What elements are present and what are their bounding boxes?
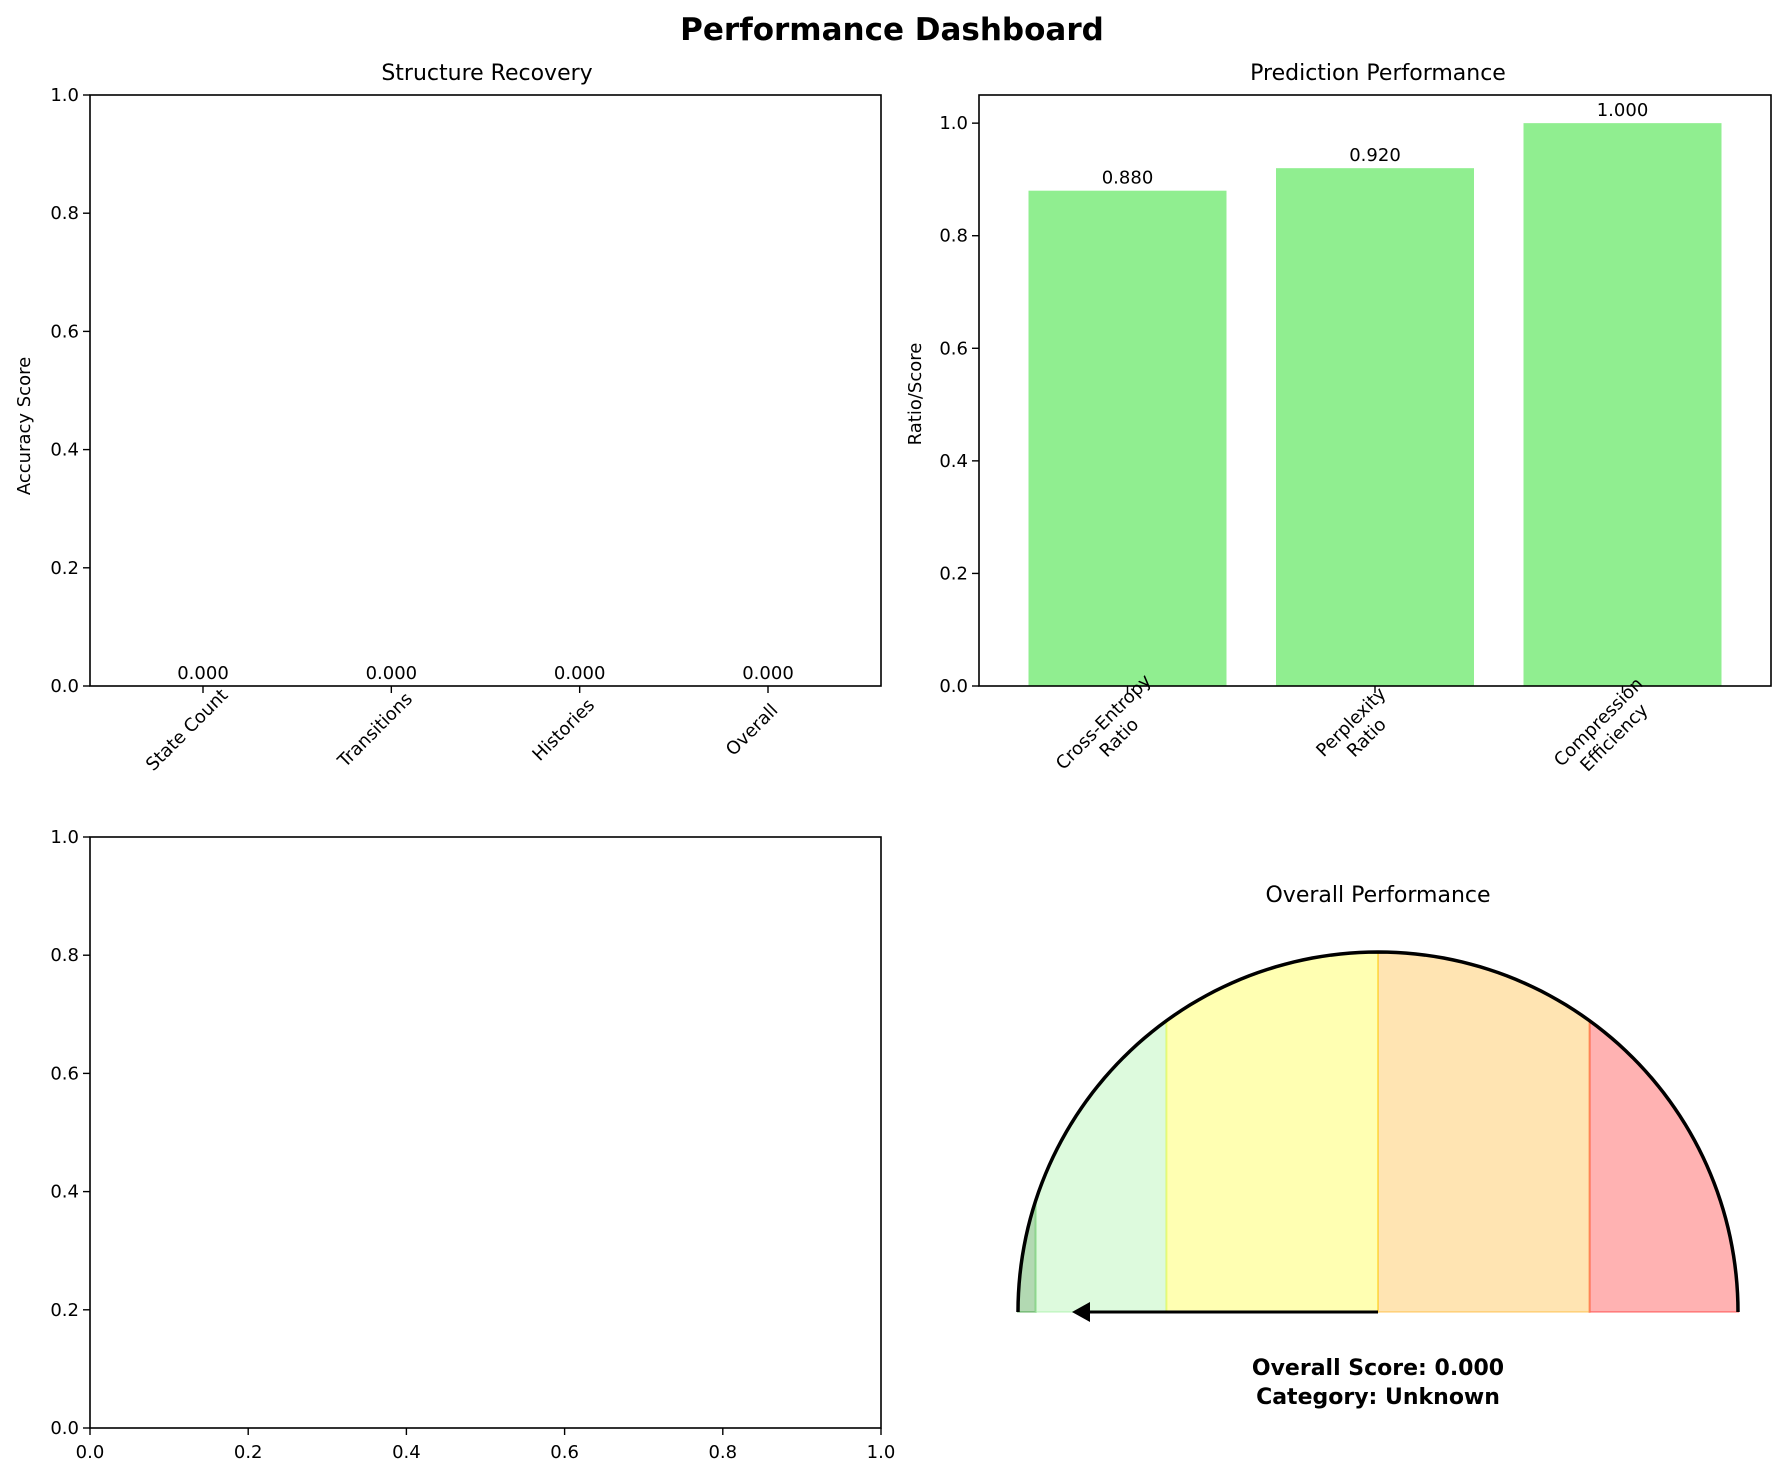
gauge-zone xyxy=(1377,950,1591,1313)
empty-xtick-label: 1.0 xyxy=(867,1442,896,1463)
empty-ytick-label: 0.2 xyxy=(50,1300,79,1321)
prediction-ytick-label: 0.4 xyxy=(939,451,968,472)
overall-performance-gauge: Overall Performance Overall Score: 0.000… xyxy=(1016,883,1740,1410)
structure-xtick-label: Transitions xyxy=(333,689,417,773)
empty-xtick-label: 0.4 xyxy=(392,1442,421,1463)
structure-axes-frame xyxy=(89,94,882,687)
empty-xtick-label: 0.0 xyxy=(76,1442,105,1463)
structure-ytick-label: 0.4 xyxy=(50,440,79,461)
structure-value-label: 0.000 xyxy=(742,663,794,684)
empty-ytick-label: 0.4 xyxy=(50,1182,79,1203)
structure-xtick-label: State Count xyxy=(142,685,232,775)
structure-recovery-chart: Structure Recovery Accuracy Score 0.000S… xyxy=(14,61,882,775)
structure-ylabel: Accuracy Score xyxy=(14,357,35,495)
prediction-ytick-label: 1.0 xyxy=(939,113,968,134)
empty-xtick-label: 0.8 xyxy=(708,1442,737,1463)
gauge-category-text: Category: Unknown xyxy=(1256,1385,1500,1410)
empty-ytick-label: 0.0 xyxy=(50,1418,79,1439)
structure-ytick-label: 1.0 xyxy=(50,85,79,106)
empty-xtick-label: 0.6 xyxy=(550,1442,579,1463)
prediction-value-label: 0.880 xyxy=(1102,168,1154,189)
gauge-title: Overall Performance xyxy=(1265,883,1490,908)
gauge-zone xyxy=(1588,1018,1740,1313)
prediction-chart-title: Prediction Performance xyxy=(1250,61,1506,86)
prediction-ylabel: Ratio/Score xyxy=(905,343,926,446)
empty-xtick-label: 0.2 xyxy=(234,1442,263,1463)
structure-value-label: 0.000 xyxy=(177,663,229,684)
prediction-xtick-label: Cross-EntropyRatio xyxy=(1052,670,1172,790)
structure-xtick-label: Histories xyxy=(528,695,599,766)
structure-value-label: 0.000 xyxy=(366,663,418,684)
prediction-bar xyxy=(1276,168,1474,686)
prediction-bar xyxy=(1028,190,1227,686)
gauge-score-text: Overall Score: 0.000 xyxy=(1252,1356,1504,1381)
structure-xtick-label: Overall xyxy=(722,700,782,760)
prediction-ytick-label: 0.8 xyxy=(939,226,968,247)
gauge-zone xyxy=(1034,1018,1168,1313)
gauge-outline xyxy=(1016,950,1740,1313)
gauge-needle-head xyxy=(1072,1302,1090,1322)
prediction-ytick-label: 0.2 xyxy=(939,563,968,584)
prediction-bar xyxy=(1523,123,1722,686)
structure-value-label: 0.000 xyxy=(554,663,606,684)
empty-axes-frame xyxy=(89,836,882,1429)
prediction-xtick-label: CompressionEfficiency xyxy=(1550,674,1663,787)
prediction-ytick-label: 0.6 xyxy=(939,338,968,359)
empty-ytick-label: 0.6 xyxy=(50,1063,79,1084)
prediction-ytick-label: 0.0 xyxy=(939,676,968,697)
prediction-value-label: 0.920 xyxy=(1349,145,1401,166)
figure-title: Performance Dashboard xyxy=(680,12,1104,48)
structure-ytick-label: 0.8 xyxy=(50,203,79,224)
prediction-xtick-label: PerplexityRatio xyxy=(1312,683,1406,777)
empty-ytick-label: 1.0 xyxy=(50,827,79,848)
structure-ytick-label: 0.0 xyxy=(50,676,79,697)
structure-ytick-label: 0.2 xyxy=(50,558,79,579)
structure-chart-title: Structure Recovery xyxy=(381,61,592,86)
prediction-value-label: 1.000 xyxy=(1597,100,1649,121)
structure-ytick-label: 0.6 xyxy=(50,321,79,342)
gauge-zone xyxy=(1165,950,1379,1313)
empty-ytick-label: 0.8 xyxy=(50,945,79,966)
empty-chart: 0.0 0.2 0.4 0.6 0.8 1.0 0.0 0.2 0.4 0.6 0.8 1.0 xyxy=(50,827,895,1463)
prediction-performance-chart: Prediction Performance Ratio/Score 0.880… xyxy=(905,61,1772,790)
prediction-axes-frame xyxy=(978,94,1772,687)
